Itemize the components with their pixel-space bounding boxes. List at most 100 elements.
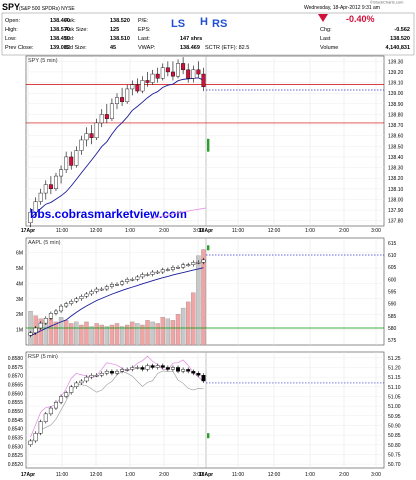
candle-body [53,402,58,409]
x-tick-label: 1:00 [125,228,135,234]
x-tick-label: 2:00 [339,472,349,478]
x-tick-label: 1:00 [305,472,315,478]
candle-body [145,365,150,370]
y-tick-label-right: 51.00 [388,404,401,410]
x-tick-label: 3:00 [193,472,203,478]
candle-body [59,305,64,312]
y-tick-label: 615 [388,241,397,247]
volume-bar [84,321,89,346]
candle-body [201,259,206,263]
candle-body [181,369,186,372]
y-tick-label: 138.20 [388,176,404,182]
candle-body [120,97,125,102]
candle-body [79,296,84,299]
candle-body [84,133,89,141]
volume-bar [150,321,155,346]
candle-body [150,365,155,368]
volume-bar [155,323,160,346]
x-tick-label: 12:00 [90,472,103,478]
volume-tick-label: 2M [16,312,23,318]
panel-title-aapl: AAPL (5 min) [28,240,61,246]
candle-body [176,266,181,269]
y-tick-label: 610 [388,253,397,259]
quote-panel [1,12,415,56]
volume-bar [170,320,176,346]
candle-body [191,371,196,374]
y-tick-label-left: 0.8545 [8,418,24,424]
candle-body [181,63,186,71]
candle-body [196,262,201,264]
candle-body [69,156,74,166]
stat-value: 138.520 [110,18,130,24]
x-tick-label: 3:00 [371,228,381,234]
y-tick-label: 138.50 [388,144,404,150]
x-tick-label: 12:00 [268,472,281,478]
y-tick-label: 138.00 [388,197,404,203]
y-tick-label-right: 51.15 [388,375,401,381]
volume-tick-label: 1M [16,328,23,334]
candle-body [115,371,119,374]
x-tick-label: 12:00 [268,228,281,234]
y-tick-label-left: 0.8565 [8,383,24,389]
volume-bar [186,301,191,346]
volume-bar [53,321,59,346]
candle-today [207,433,210,439]
stat-label: Bid Size: [65,45,87,51]
volume-tick-label: 6M [16,251,23,257]
stat-label: P/E: [138,18,149,24]
y-tick-label: 138.60 [388,134,404,140]
volume-bar [58,317,64,346]
candle-body [140,274,145,278]
candle-body [130,367,135,370]
annotation-rs: RS [212,18,227,30]
candle-body [59,396,64,403]
x-tick-label: 17Apr [21,228,35,234]
candle-body [69,301,74,304]
y-tick-label-left: 0.8540 [8,427,24,433]
candle-body [33,433,38,442]
candle-body [48,407,53,415]
chg-label: Chg: [320,27,332,33]
candle-today [207,138,210,152]
y-tick-label: 139.20 [388,70,404,76]
y-tick-label-left: 0.8570 [8,374,24,380]
y-tick-label-right: 50.70 [388,462,401,468]
candle-body [196,373,201,376]
candle-body [28,332,33,336]
candle-body [109,103,114,119]
volume-bar [165,318,171,346]
y-tick-label-left: 0.8520 [8,462,24,468]
candle-body [94,375,99,377]
x-tick-label: 11:00 [56,228,68,234]
volume-bar [140,324,145,346]
candle-body [140,80,145,92]
y-tick-label-right: 50.80 [388,443,401,449]
volume-bar [109,324,115,346]
x-tick-label: 18Apr [199,228,213,234]
y-tick-label: 595 [388,290,397,296]
y-tick-label: 139.10 [388,81,404,87]
y-tick-label-right: 51.20 [388,365,401,371]
x-tick-label: 1:00 [305,228,315,234]
candle-body [165,67,170,73]
candle-body [38,192,43,202]
volume-tick-label: 5M [16,266,23,272]
candle-body [186,369,191,372]
volume-bar [104,326,110,346]
candle-body [99,288,104,291]
panel-title-rsp: RSP (5 min) [28,354,58,360]
candle-body [170,266,175,270]
candle-body [160,269,165,273]
y-tick-label-left: 0.8555 [8,400,24,406]
candle-body [38,322,43,329]
panel-frame-rsp [25,351,385,469]
y-tick-label: 138.80 [388,112,404,118]
candle-body [155,73,160,79]
symbol-label: SPY [2,2,20,12]
moving-average-line [30,77,204,219]
volume-bar [119,326,125,346]
rsi-trace [149,207,207,220]
candle-body [109,284,114,287]
candle-body [196,69,201,75]
y-tick-label: 139.30 [388,59,404,65]
